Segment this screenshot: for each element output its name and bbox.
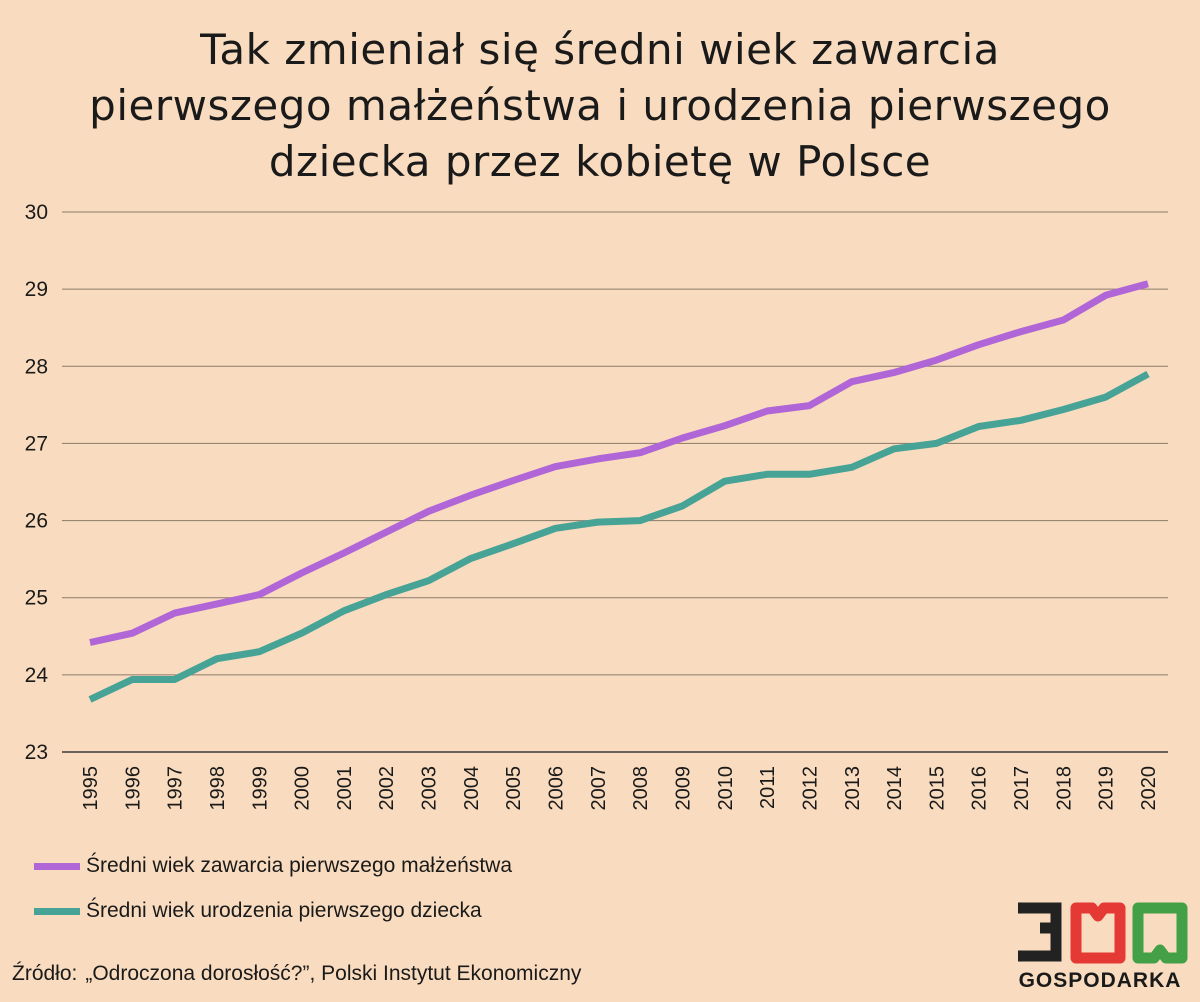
y-tick-label: 30 <box>25 201 48 224</box>
x-axis: 1995 1996 1997 1998 1999 2000 2001 2002 2003 2004… <box>80 766 1160 811</box>
legend-swatch-marriage <box>34 863 80 870</box>
y-tick-label: 28 <box>25 355 48 378</box>
x-tick-label: 2002 <box>376 766 398 811</box>
series-line-birth <box>88 370 1150 703</box>
x-tick-label: 2009 <box>672 766 694 811</box>
y-axis: 23 24 25 26 27 28 29 30 <box>25 201 49 764</box>
x-tick-label: 2018 <box>1053 766 1075 811</box>
y-tick-label: 23 <box>25 741 48 764</box>
series-lines <box>88 280 1150 703</box>
x-tick-label: 2014 <box>884 766 906 811</box>
chart-title: Tak zmieniał się średni wiek zawarcia pi… <box>0 22 1200 190</box>
logo-digit-zero-red <box>1070 902 1126 964</box>
line-chart: 23 24 25 26 27 28 29 30 1995 1996 1997 1998 1999 200… <box>25 201 1168 811</box>
x-tick-label: 2007 <box>588 766 610 811</box>
y-tick-label: 29 <box>25 278 48 301</box>
x-tick-label: 1996 <box>122 766 144 811</box>
x-tick-label: 2011 <box>757 766 779 809</box>
x-tick-label: 2008 <box>630 766 652 811</box>
x-tick-label: 2003 <box>419 766 441 811</box>
legend-swatch-birth <box>34 908 80 915</box>
x-tick-label: 2013 <box>842 766 864 811</box>
x-tick-label: 1999 <box>249 766 271 811</box>
y-tick-label: 24 <box>25 664 49 687</box>
source-text: „Odroczona dorosłość?”, Polski Instytut … <box>85 962 582 985</box>
x-tick-label: 2010 <box>715 766 737 811</box>
x-tick-label: 2005 <box>503 766 525 811</box>
chart-title-line-3: dziecka przez kobietę w Polsce <box>268 137 932 186</box>
x-tick-label: 2016 <box>969 766 991 811</box>
x-tick-label: 2012 <box>799 766 821 811</box>
logo-300-gospodarka: GOSPODARKA <box>1010 898 1190 1002</box>
x-tick-label: 2001 <box>334 766 356 811</box>
source-prefix: Źródło: <box>12 962 78 985</box>
x-tick-label: 2020 <box>1138 766 1160 811</box>
chart-title-line-2: pierwszego małżeństwa i urodzenia pierws… <box>89 81 1111 130</box>
y-tick-label: 25 <box>25 587 48 610</box>
grid-lines <box>62 211 1168 753</box>
logo-digit-three <box>1018 902 1062 962</box>
x-tick-label: 2000 <box>292 766 314 811</box>
y-tick-label: 27 <box>25 432 48 455</box>
x-tick-label: 2006 <box>546 766 568 811</box>
x-tick-label: 2015 <box>926 766 948 811</box>
logo-digit-zero-green <box>1132 902 1188 964</box>
chart-title-line-1: Tak zmieniał się średni wiek zawarcia <box>200 25 1000 74</box>
legend-label-birth: Średni wiek urodzenia pierwszego dziecka <box>86 899 482 922</box>
legend-label-marriage: Średni wiek zawarcia pierwszego małżeńst… <box>86 854 513 877</box>
x-tick-label: 2017 <box>1011 766 1033 811</box>
logo-text: GOSPODARKA <box>1018 969 1182 992</box>
y-tick-label: 26 <box>25 510 48 533</box>
x-tick-label: 1995 <box>80 766 102 811</box>
x-tick-label: 2019 <box>1096 766 1118 811</box>
x-tick-label: 2004 <box>461 766 483 811</box>
x-tick-label: 1998 <box>207 766 229 811</box>
series-line-marriage <box>89 280 1149 646</box>
logo-300-mark <box>1018 902 1188 964</box>
x-tick-label: 1997 <box>165 766 187 811</box>
source-note: Źródło: „Odroczona dorosłość?”, Polski In… <box>12 962 581 986</box>
